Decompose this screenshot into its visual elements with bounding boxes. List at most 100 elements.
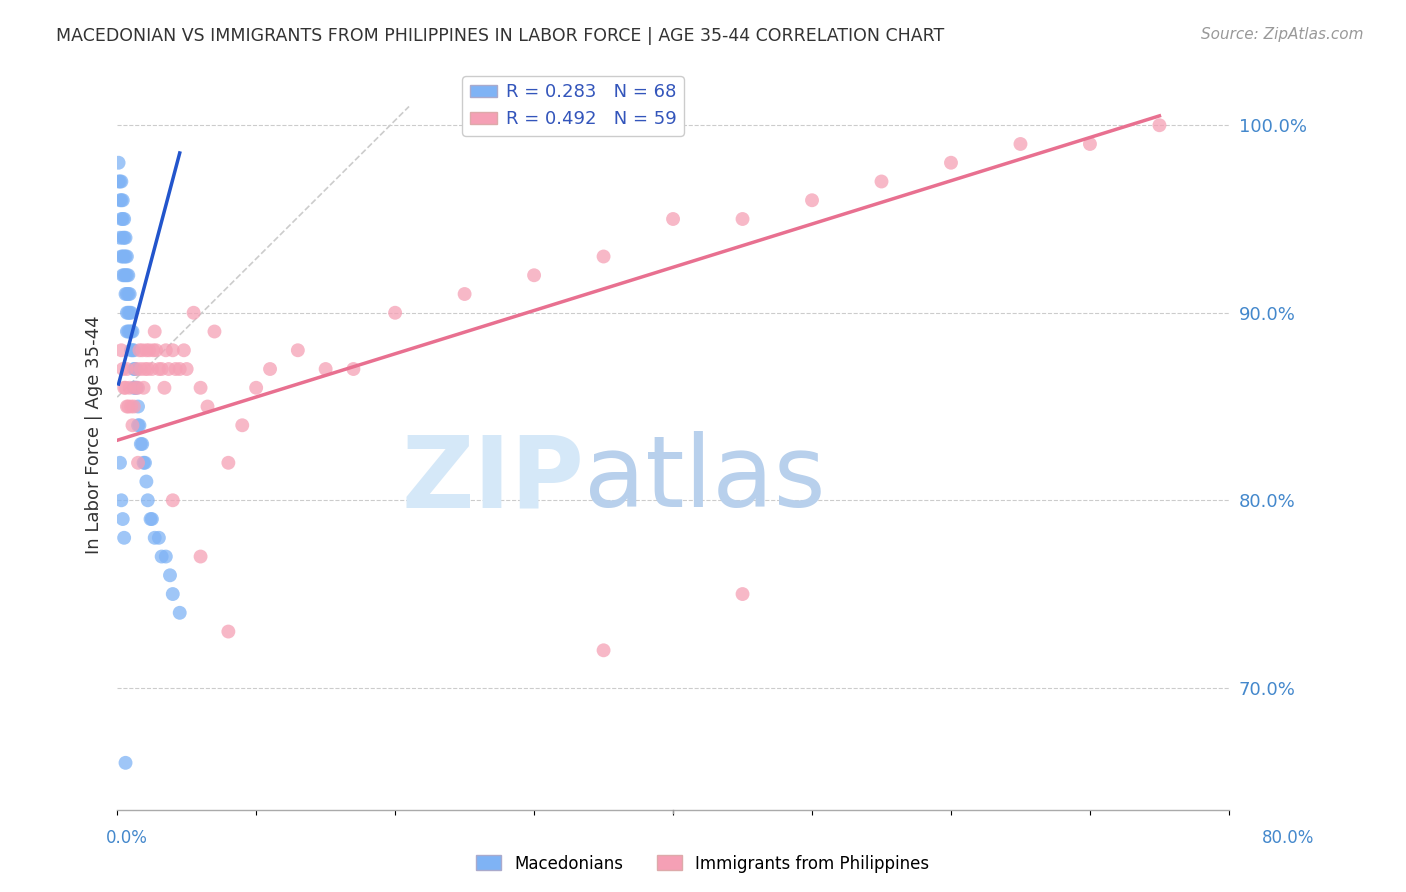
Point [117,325,139,339]
Point [162,343,184,358]
Point [143,325,166,339]
Point [117,400,139,414]
Point [135,475,157,489]
Point [287,343,309,358]
Point [112,212,135,227]
Point [118,287,141,301]
Point [157,362,180,376]
Point [141,512,163,526]
Point [801,193,824,207]
Point [523,268,546,283]
Point [110,343,132,358]
Point [115,362,138,376]
Point [129,437,152,451]
Point [114,231,136,245]
Point [115,325,138,339]
Point [127,418,149,433]
Point [134,362,156,376]
Point [159,568,181,582]
Text: Source: ZipAtlas.com: Source: ZipAtlas.com [1201,27,1364,42]
Point [107,155,129,169]
Point [131,437,153,451]
Point [112,231,135,245]
Y-axis label: In Labor Force | Age 35-44: In Labor Force | Age 35-44 [86,316,103,554]
Point [114,756,136,770]
Legend: R = 0.283   N = 68, R = 0.492   N = 59: R = 0.283 N = 68, R = 0.492 N = 59 [463,76,683,136]
Point [136,362,159,376]
Point [141,362,163,376]
Point [132,381,155,395]
Point [120,343,142,358]
Point [117,287,139,301]
Point [121,418,143,433]
Point [115,306,138,320]
Point [117,268,139,283]
Point [662,212,685,227]
Point [120,400,142,414]
Point [148,362,170,376]
Point [169,362,191,376]
Point [122,362,145,376]
Point [117,306,139,320]
Point [127,400,149,414]
Point [111,268,134,283]
Point [145,343,167,358]
Point [114,381,136,395]
Point [110,250,132,264]
Point [231,418,253,433]
Point [315,362,337,376]
Point [114,287,136,301]
Point [162,587,184,601]
Point [131,343,153,358]
Point [107,174,129,188]
Point [1149,118,1171,132]
Point [122,381,145,395]
Point [217,456,239,470]
Point [112,250,135,264]
Text: ZIP: ZIP [401,431,583,528]
Point [128,418,150,433]
Point [139,512,162,526]
Point [114,250,136,264]
Point [128,343,150,358]
Point [138,343,160,358]
Point [108,174,131,188]
Point [259,362,281,376]
Point [129,362,152,376]
Point [108,231,131,245]
Point [939,155,962,169]
Point [153,381,176,395]
Point [127,381,149,395]
Point [342,362,364,376]
Point [112,531,135,545]
Point [592,250,614,264]
Point [108,456,131,470]
Point [108,193,131,207]
Point [124,362,146,376]
Point [112,268,135,283]
Point [111,231,134,245]
Point [155,549,177,564]
Point [115,268,138,283]
Point [124,381,146,395]
Point [111,212,134,227]
Point [111,512,134,526]
Point [115,250,138,264]
Point [135,343,157,358]
Point [592,643,614,657]
Point [124,381,146,395]
Point [204,325,226,339]
Point [136,493,159,508]
Point [110,493,132,508]
Point [731,212,754,227]
Text: MACEDONIAN VS IMMIGRANTS FROM PHILIPPINES IN LABOR FORCE | AGE 35-44 CORRELATION: MACEDONIAN VS IMMIGRANTS FROM PHILIPPINE… [56,27,945,45]
Point [111,362,134,376]
Point [110,193,132,207]
Point [1078,136,1101,151]
Point [114,268,136,283]
Point [245,381,267,395]
Point [165,362,187,376]
Point [217,624,239,639]
Point [112,381,135,395]
Text: 0.0%: 0.0% [105,829,148,847]
